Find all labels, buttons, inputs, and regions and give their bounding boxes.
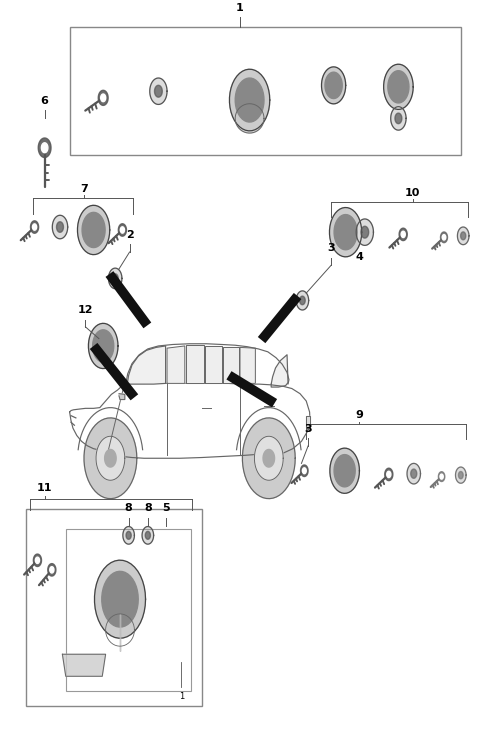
Polygon shape [145,531,150,539]
Polygon shape [391,107,406,130]
Polygon shape [48,564,56,576]
Polygon shape [302,467,306,473]
Polygon shape [296,291,309,310]
Polygon shape [127,346,166,384]
Text: 8: 8 [125,503,132,513]
Polygon shape [70,384,310,458]
Text: 12: 12 [78,305,93,315]
Polygon shape [205,346,222,384]
Polygon shape [120,227,124,233]
Polygon shape [300,465,308,476]
Polygon shape [119,394,125,400]
Text: 4: 4 [355,252,363,262]
Polygon shape [95,560,145,638]
Polygon shape [98,90,108,105]
Polygon shape [50,567,54,573]
Polygon shape [88,323,118,368]
Polygon shape [167,346,185,384]
Polygon shape [300,296,305,305]
Polygon shape [34,554,41,567]
Polygon shape [229,69,270,131]
Polygon shape [411,469,417,478]
Polygon shape [334,455,355,487]
Polygon shape [33,224,36,230]
Text: 2: 2 [126,229,133,240]
Bar [66,529,191,691]
Polygon shape [407,463,420,484]
Polygon shape [456,467,466,483]
Polygon shape [461,232,466,240]
Polygon shape [126,531,131,539]
Text: 1: 1 [236,3,244,12]
Polygon shape [387,471,391,478]
Polygon shape [102,571,138,627]
Polygon shape [31,220,38,233]
Polygon shape [62,654,106,676]
Polygon shape [101,94,106,101]
Text: 8: 8 [144,503,152,513]
Polygon shape [186,345,204,384]
Polygon shape [442,234,446,240]
Polygon shape [150,78,167,104]
Polygon shape [385,468,393,481]
Polygon shape [119,223,126,236]
Polygon shape [123,526,134,544]
Polygon shape [325,72,342,98]
Polygon shape [384,64,413,110]
Polygon shape [52,215,68,239]
Polygon shape [441,232,447,243]
Polygon shape [235,104,264,133]
Polygon shape [322,67,346,104]
Polygon shape [399,228,407,240]
Polygon shape [356,219,373,245]
Polygon shape [306,416,310,427]
Polygon shape [240,348,255,384]
Bar [26,509,202,706]
Polygon shape [254,437,283,480]
Polygon shape [235,78,264,122]
Polygon shape [388,71,409,103]
Text: 11: 11 [37,483,52,492]
Polygon shape [78,205,110,254]
Bar [70,26,461,155]
Polygon shape [82,212,105,248]
Polygon shape [401,232,405,237]
Polygon shape [242,418,295,498]
Text: 7: 7 [80,184,88,194]
Polygon shape [84,418,137,498]
Polygon shape [458,472,463,478]
Polygon shape [108,268,122,289]
Polygon shape [155,85,162,97]
Polygon shape [440,474,443,479]
Text: 6: 6 [41,96,48,106]
Polygon shape [105,450,116,467]
Polygon shape [142,526,154,544]
Polygon shape [395,113,402,123]
Polygon shape [36,557,39,564]
Polygon shape [38,138,51,157]
Polygon shape [96,437,125,480]
Polygon shape [334,215,357,250]
Text: 3: 3 [304,424,312,434]
Polygon shape [263,450,275,467]
Polygon shape [330,448,360,493]
Polygon shape [223,347,239,384]
Polygon shape [57,222,63,232]
Text: 9: 9 [355,410,363,420]
Text: 3: 3 [327,243,335,254]
Polygon shape [457,227,469,245]
Text: 1: 1 [179,692,184,701]
Polygon shape [438,472,445,481]
Polygon shape [271,355,288,387]
Polygon shape [330,207,362,257]
Text: 10: 10 [405,187,420,198]
Polygon shape [361,226,369,238]
Text: 5: 5 [162,503,169,513]
Polygon shape [112,274,118,283]
Polygon shape [41,143,48,153]
Polygon shape [93,330,114,362]
